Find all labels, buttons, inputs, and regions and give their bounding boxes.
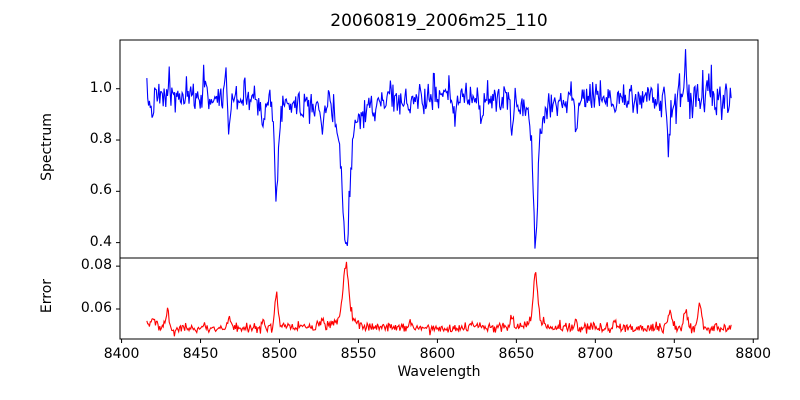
- x-tick-label: 8800: [735, 346, 772, 362]
- chart-title: 20060819_2006m25_110: [330, 11, 548, 31]
- x-tick-label: 8700: [577, 346, 614, 362]
- error-panel-border: [119, 257, 759, 340]
- spectrum-y-tick-label: 0.4: [89, 233, 112, 250]
- x-axis-label: Wavelength: [397, 364, 481, 380]
- x-tick-label: 8400: [103, 346, 140, 362]
- spectrum-line: [146, 49, 732, 249]
- x-tick-label: 8450: [182, 346, 219, 362]
- spectrum-y-tick-label: 0.8: [89, 131, 112, 148]
- x-tick-label: 8550: [340, 346, 377, 362]
- x-tick-label: 8500: [261, 346, 298, 362]
- x-tick-label: 8600: [419, 346, 456, 362]
- spectrum-y-tick-label: 1.0: [89, 79, 112, 96]
- x-tick-label: 8650: [498, 346, 535, 362]
- error-line: [146, 261, 732, 337]
- error-y-tick-label: 0.06: [80, 300, 112, 316]
- spectrum-y-tick-label: 0.6: [89, 182, 112, 199]
- x-tick-label: 8750: [656, 346, 693, 362]
- spectrum-panel-border: [119, 39, 759, 259]
- error-y-tick-label: 0.08: [80, 257, 112, 274]
